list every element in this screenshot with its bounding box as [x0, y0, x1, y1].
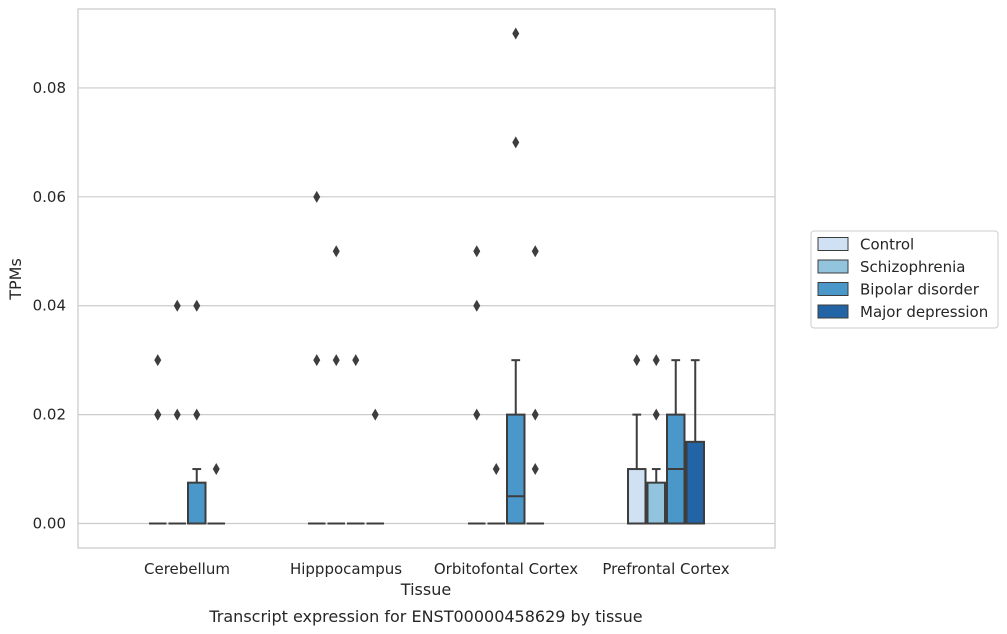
plot-frame: [77, 8, 776, 549]
box: [646, 468, 666, 525]
legend-swatch: [817, 259, 849, 274]
outlier-point: [531, 463, 539, 476]
outlier-point: [193, 299, 201, 312]
outlier-point: [313, 354, 321, 367]
outlier-point: [633, 354, 641, 367]
box: [627, 413, 647, 525]
y-tick-label: 0.00: [33, 515, 66, 533]
x-tick-labels: Cerebellum Hipppocampus Orbitofontal Corte…: [144, 560, 730, 578]
y-tick-label: 0.02: [33, 406, 66, 424]
outlier-point: [212, 463, 220, 476]
outlier-point: [492, 463, 500, 476]
outlier-point: [154, 354, 162, 367]
legend-swatch: [817, 304, 849, 319]
chart-title: Transcript expression for ENST0000045862…: [208, 607, 642, 626]
y-axis-title: TPMs: [6, 258, 25, 301]
box: [685, 359, 705, 525]
outlier-point: [313, 190, 321, 203]
x-tick-label: Cerebellum: [144, 560, 230, 578]
box: [666, 359, 686, 525]
legend-label: Schizophrenia: [860, 258, 965, 276]
x-tick-label: Orbitofontal Cortex: [434, 560, 578, 578]
outlier-point: [332, 245, 340, 258]
outliers: [154, 27, 660, 476]
legend-frame: [810, 230, 999, 329]
outlier-point: [652, 408, 660, 421]
box-body: [187, 481, 207, 525]
y-tick-label: 0.08: [33, 79, 66, 97]
outlier-point: [371, 408, 379, 421]
outlier-point: [473, 245, 481, 258]
outlier-point: [173, 299, 181, 312]
legend: Control Schizophrenia Bipolar disorder Majo…: [810, 230, 999, 329]
outlier-point: [154, 408, 162, 421]
box-body: [685, 440, 705, 525]
box-body: [627, 468, 647, 525]
plot-background: [78, 9, 775, 548]
outlier-point: [193, 408, 201, 421]
x-axis-title: Tissue: [400, 580, 451, 599]
outlier-point: [332, 354, 340, 367]
outlier-point: [173, 408, 181, 421]
outlier-point: [652, 354, 660, 367]
legend-swatch: [817, 237, 849, 251]
legend-label: Bipolar disorder: [860, 281, 980, 299]
box: [506, 359, 526, 525]
x-tick-label: Hipppocampus: [290, 560, 402, 578]
box: [187, 468, 207, 525]
x-tick-label: Prefrontal Cortex: [602, 560, 729, 578]
outlier-point: [352, 354, 360, 367]
legend-swatch: [817, 282, 849, 296]
boxes: [149, 359, 705, 525]
legend-label: Major depression: [860, 303, 988, 321]
outlier-point: [531, 245, 539, 258]
outlier-point: [531, 408, 539, 421]
outlier-point: [473, 299, 481, 312]
box-body: [646, 481, 666, 525]
legend-label: Control: [860, 236, 914, 254]
box-body: [506, 413, 526, 525]
y-tick-label: 0.06: [33, 188, 66, 206]
outlier-point: [512, 27, 520, 40]
outlier-point: [473, 408, 481, 421]
y-tick-label: 0.04: [33, 297, 66, 315]
y-tick-labels: 0.00 0.02 0.04 0.06 0.08: [33, 79, 66, 533]
outlier-point: [512, 136, 520, 149]
